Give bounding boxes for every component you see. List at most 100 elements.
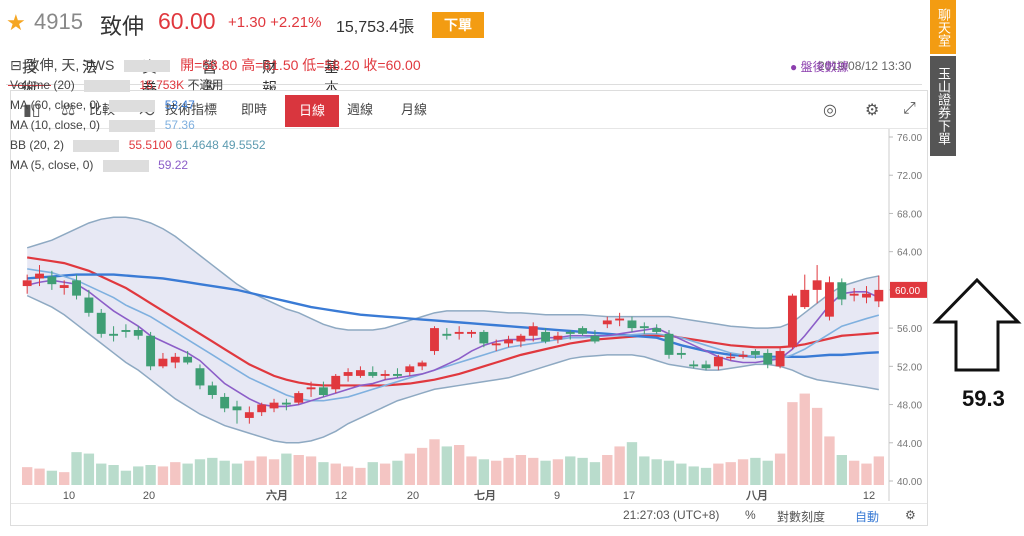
auto-scale-toggle[interactable]: 自動 [855, 510, 880, 524]
candle-body[interactable] [862, 293, 871, 298]
candle-body[interactable] [158, 358, 168, 367]
candle-body[interactable] [84, 297, 94, 313]
chat-room-tab[interactable]: 聊天室 [930, 0, 956, 54]
ma60-controls[interactable] [109, 99, 156, 112]
order-button[interactable]: 下單 [432, 12, 484, 38]
candle-body[interactable] [109, 333, 119, 336]
candle-body[interactable] [787, 295, 797, 348]
gear-icon[interactable]: ⚙ [865, 102, 880, 119]
candle-body[interactable] [146, 335, 156, 367]
candle-body[interactable] [183, 356, 193, 363]
candle-body[interactable] [72, 280, 81, 296]
percent-toggle[interactable]: % [745, 508, 756, 522]
candle-body[interactable] [676, 352, 686, 355]
candle-body[interactable] [491, 343, 501, 346]
candle-body[interactable] [430, 328, 439, 352]
bb-upper-line [26, 216, 879, 331]
candle-body[interactable] [417, 362, 427, 367]
indicators-button[interactable]: 技術指標 [165, 102, 218, 117]
candle-body[interactable] [627, 320, 637, 329]
candle-body[interactable] [874, 289, 884, 302]
candle-body[interactable] [355, 370, 365, 376]
legend-controls[interactable] [124, 60, 171, 73]
ma10-controls[interactable] [109, 119, 156, 132]
candle-body[interactable] [121, 330, 131, 332]
candle-body[interactable] [825, 282, 834, 317]
candle-body[interactable] [47, 276, 57, 285]
candle-body[interactable] [738, 354, 748, 357]
candle-body[interactable] [170, 356, 180, 363]
candle-body[interactable] [689, 364, 699, 367]
candle-body[interactable] [775, 351, 785, 367]
candle-body[interactable] [368, 372, 378, 376]
candle-body[interactable] [800, 289, 810, 308]
candlestick-icon[interactable]: ▮▯ [23, 102, 41, 119]
candle-body[interactable] [405, 366, 415, 373]
candle-body[interactable] [639, 326, 649, 329]
candle-body[interactable] [701, 364, 711, 369]
candle-body[interactable] [602, 320, 612, 325]
fullscreen-icon[interactable]: ⤢ [903, 100, 916, 117]
candle-body[interactable] [812, 280, 822, 290]
volume-controls[interactable] [84, 79, 131, 92]
candle-body[interactable] [133, 330, 143, 336]
candle-body[interactable] [318, 387, 328, 395]
collapse-icon[interactable]: ⊟ [10, 57, 22, 73]
candle-body[interactable] [343, 372, 353, 376]
candle-body[interactable] [553, 335, 563, 340]
candle-body[interactable] [195, 368, 205, 386]
daily-button[interactable]: 日線 [285, 95, 339, 127]
candle-body[interactable] [220, 396, 230, 409]
candle-body[interactable] [269, 402, 279, 409]
candle-body[interactable] [22, 280, 32, 287]
candle-body[interactable] [207, 385, 217, 395]
candle-body[interactable] [763, 352, 773, 365]
realtime-button[interactable]: 即時 [241, 102, 268, 117]
chart-settings-icon[interactable]: ⚙ [905, 508, 916, 522]
candle-body[interactable] [837, 282, 847, 300]
candle-body[interactable] [528, 326, 538, 336]
candle-body[interactable] [467, 331, 476, 334]
log-scale-toggle[interactable]: 對數刻度 [777, 510, 826, 524]
candle-body[interactable] [35, 273, 44, 279]
candle-body[interactable] [726, 356, 736, 359]
candle-body[interactable] [652, 328, 662, 332]
candle-body[interactable] [59, 285, 69, 288]
candle-body[interactable] [541, 331, 551, 342]
candle-body[interactable] [615, 318, 625, 321]
candle-body[interactable] [578, 328, 588, 334]
candle-body[interactable] [294, 393, 304, 403]
volume-bar [256, 456, 267, 485]
candle-body[interactable] [664, 333, 674, 355]
compare-icon[interactable]: ⚖ [61, 102, 76, 119]
bb-controls[interactable] [73, 139, 120, 152]
candle-body[interactable] [713, 356, 723, 367]
candle-body[interactable] [281, 402, 291, 405]
candle-body[interactable] [380, 373, 390, 376]
weekly-button[interactable]: 週線 [347, 102, 374, 117]
candle-body[interactable] [306, 387, 316, 390]
favorite-star-icon[interactable]: ★ [6, 10, 26, 35]
candle-body[interactable] [750, 351, 760, 355]
candle-body[interactable] [516, 335, 526, 342]
candle-body[interactable] [504, 339, 513, 344]
candle-body[interactable] [479, 331, 489, 344]
candle-body[interactable] [232, 406, 242, 411]
broker-order-tab[interactable]: 玉山證券下單 [930, 56, 956, 156]
candle-body[interactable] [454, 331, 464, 334]
candle-body[interactable] [565, 331, 575, 334]
camera-icon[interactable]: ◎ [823, 102, 837, 119]
compare-button[interactable]: 比較 [89, 102, 116, 117]
candle-body[interactable] [590, 335, 600, 342]
candle-body[interactable] [96, 312, 106, 334]
candle-body[interactable] [257, 404, 267, 413]
monthly-button[interactable]: 月線 [401, 102, 428, 117]
price-chart[interactable]: 76.00 72.00 68.00 64.00 60.00 56.00 52.00 48.00… [11, 129, 927, 503]
candle-body[interactable] [849, 293, 859, 296]
candle-body[interactable] [442, 333, 452, 336]
candle-body[interactable] [393, 373, 402, 376]
candle-body[interactable] [331, 375, 341, 390]
candle-body[interactable] [244, 412, 254, 418]
ma5-controls[interactable] [102, 159, 149, 172]
after-hours-badge[interactable]: ● 盤後數據 [790, 60, 849, 74]
